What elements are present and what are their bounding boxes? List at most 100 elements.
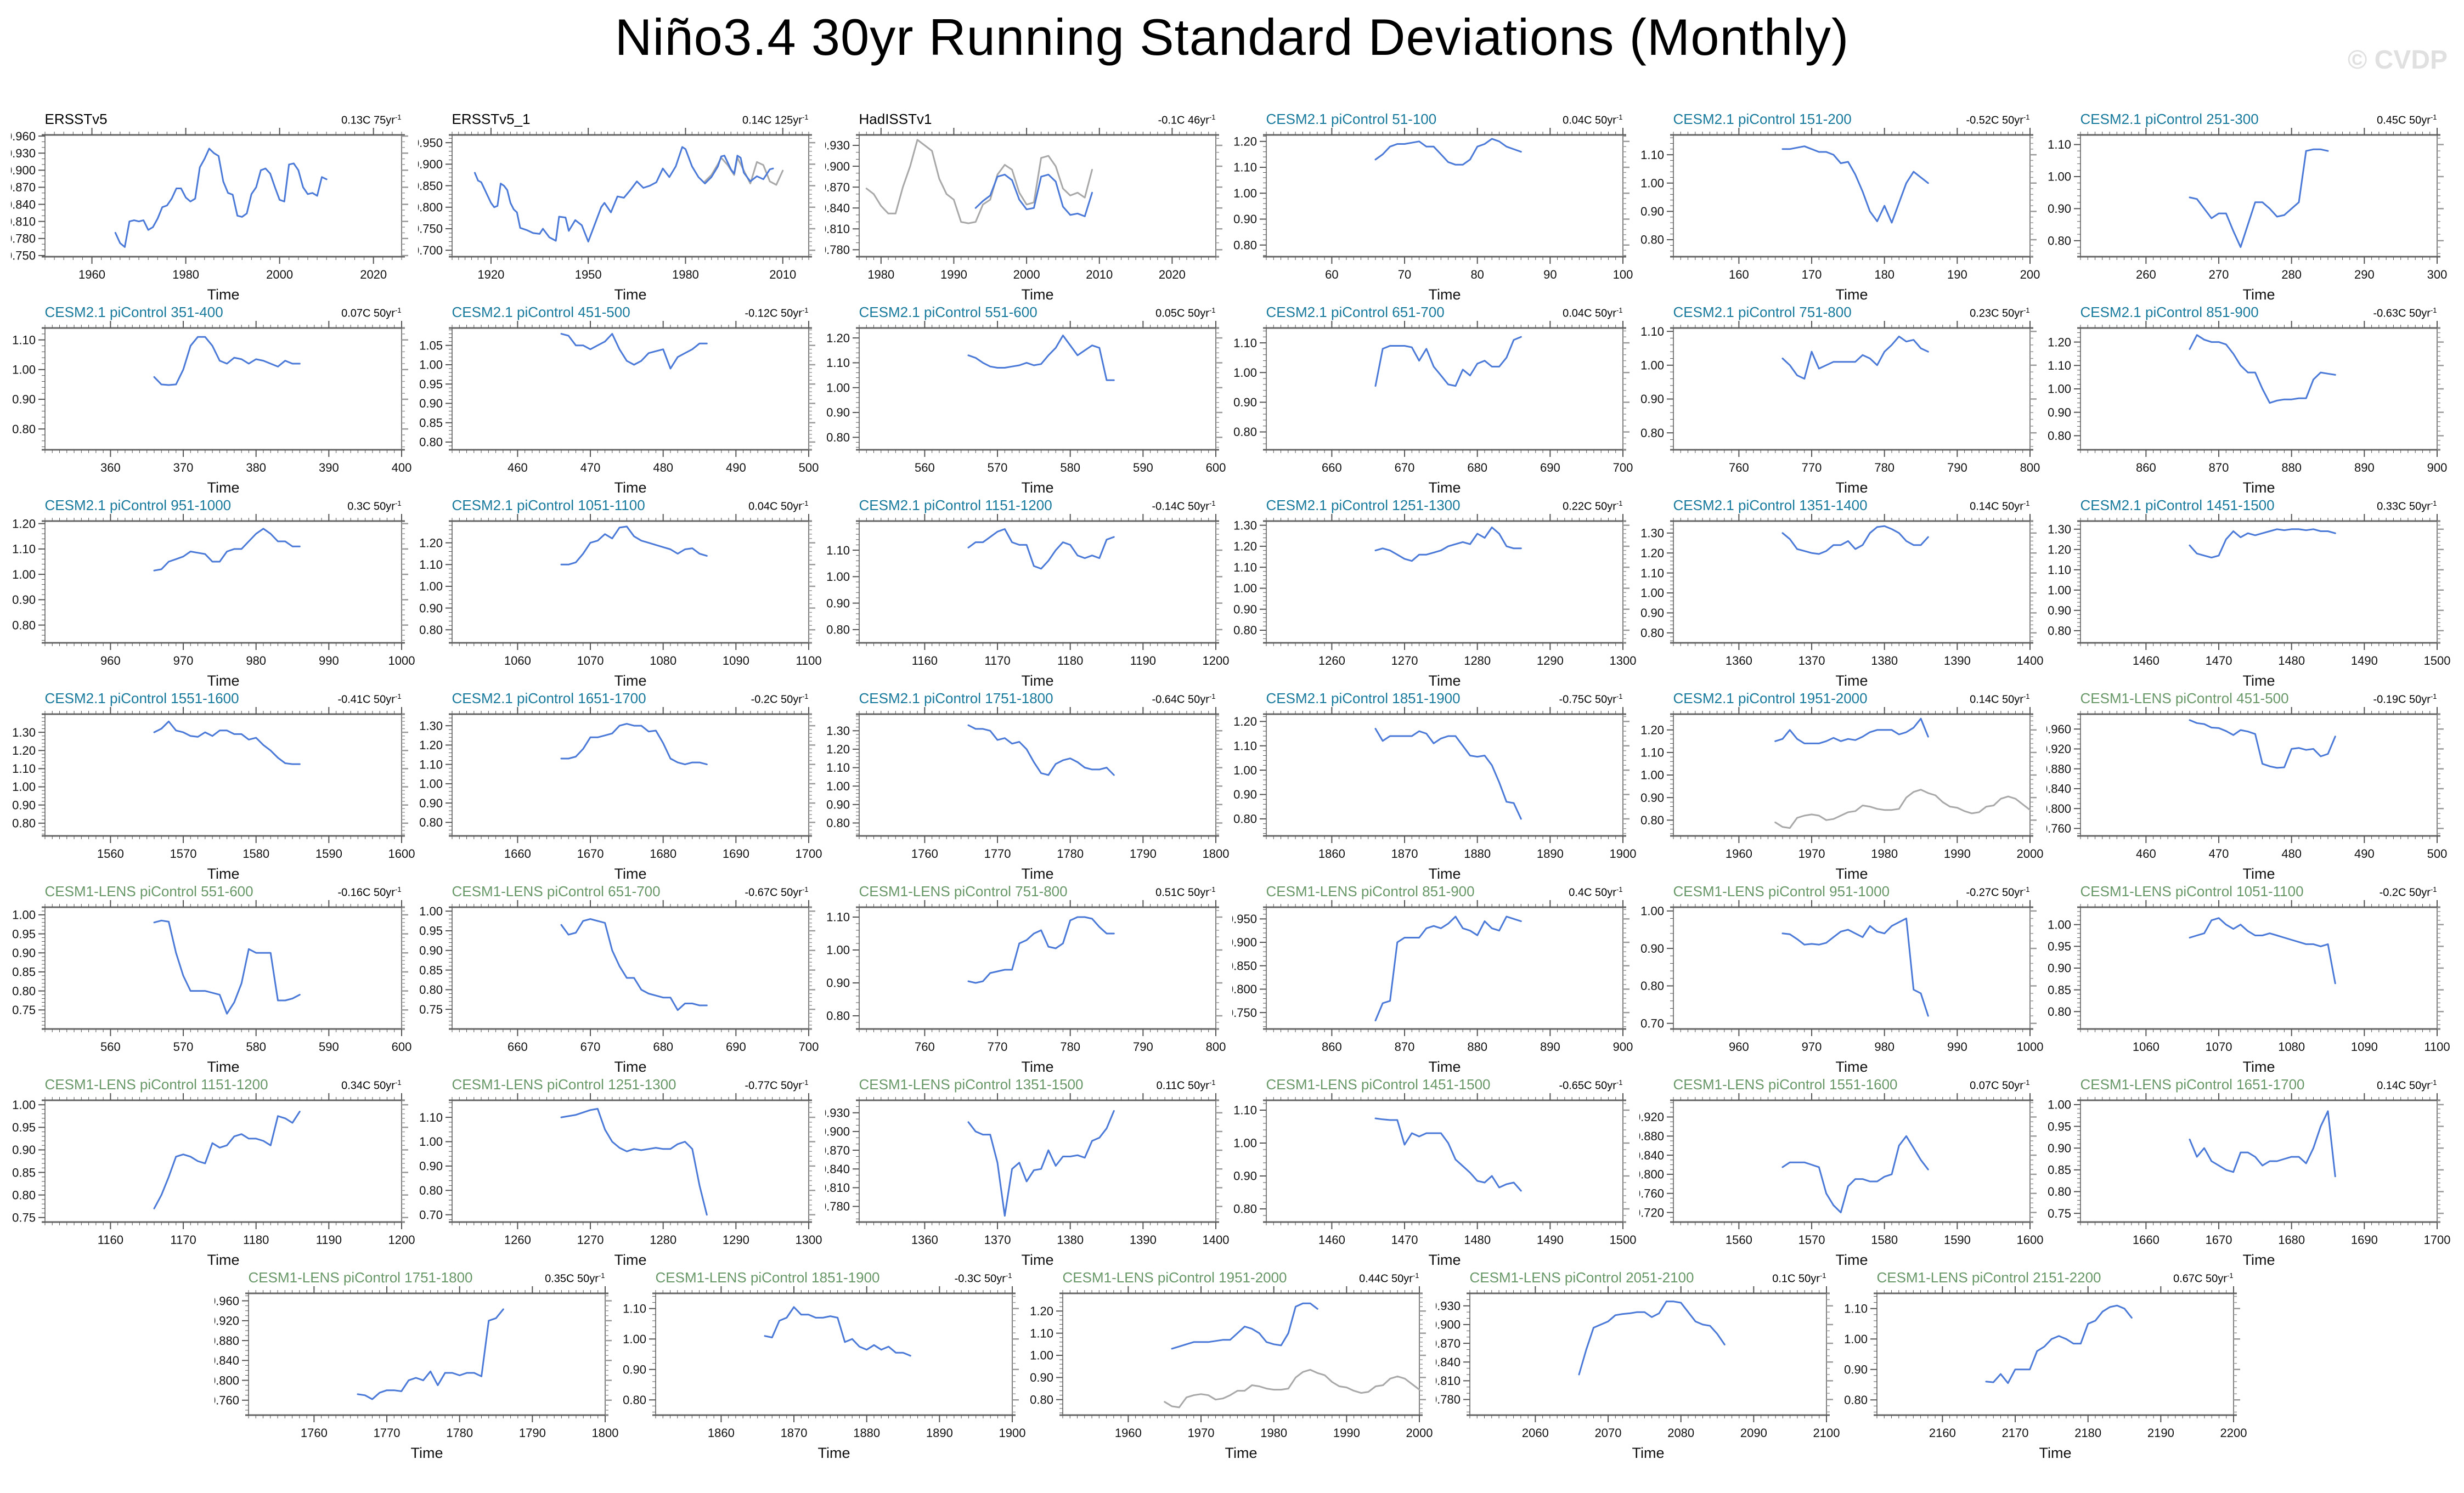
y-tick-label: 0.80 — [12, 817, 36, 830]
y-tick-label: 0.80 — [1233, 812, 1257, 826]
x-tick-label: 860 — [1322, 1040, 1342, 1054]
y-tick-label: 1.00 — [1640, 768, 1664, 782]
x-tick-label: 770 — [1801, 461, 1822, 474]
y-tick-label: 0.75 — [12, 1211, 36, 1224]
y-tick-label: 0.80 — [826, 1009, 850, 1023]
chart-head: CESM2.1 piControl 1451-1500 0.33C 50yr-1 — [2046, 494, 2454, 513]
data-line — [1578, 1300, 1726, 1376]
x-axis-label: Time — [1632, 1445, 1664, 1459]
chart-title: CESM1-LENS piControl 751-800 — [859, 883, 1068, 900]
x-tick-label: 860 — [2136, 461, 2156, 474]
chart-plot: 1560 1570 1580 1590 1600 0.80 0.90 1.00 1.10 1.20… — [12, 707, 415, 880]
y-tick-label: 1.10 — [826, 910, 850, 924]
x-axis-label: Time — [1835, 479, 1868, 494]
chart-title: CESM1-LENS piControl 1651-1700 — [2080, 1076, 2305, 1093]
x-tick-label: 1980 — [672, 268, 698, 281]
y-tick-label: 0.810 — [825, 222, 850, 236]
chart-head: CESM1-LENS piControl 451-500 -0.19C 50yr-… — [2046, 687, 2454, 706]
chart-panel-35: CESM1-LENS piControl 1551-1600 0.07C 50yr… — [1639, 1073, 2046, 1266]
x-tick-label: 980 — [246, 654, 266, 668]
x-tick-label: 1870 — [780, 1426, 807, 1440]
x-tick-label: 2180 — [2074, 1426, 2101, 1440]
chart-panel-10: CESM2.1 piControl 651-700 0.04C 50yr-1 660… — [1232, 301, 1639, 494]
chart-plot: 1060 1070 1080 1090 1100 0.80 0.90 1.00 1.10 1.20… — [419, 514, 821, 687]
data-line — [114, 148, 328, 248]
x-tick-label: 700 — [1612, 461, 1633, 474]
y-tick-label: 1.00 — [1030, 1349, 1053, 1362]
y-tick-label: 1.00 — [623, 1332, 646, 1346]
chart-head: CESM2.1 piControl 1051-1100 0.04C 50yr-1 — [418, 494, 825, 513]
x-tick-label: 300 — [2427, 268, 2447, 281]
y-tick-label: 0.80 — [1233, 238, 1257, 252]
x-tick-label: 880 — [2281, 461, 2302, 474]
y-tick-label: 1.00 — [12, 363, 36, 377]
chart-title: CESM2.1 piControl 1751-1800 — [859, 690, 1053, 706]
x-tick-label: 1180 — [1057, 654, 1083, 668]
x-axis-label: Time — [1428, 866, 1461, 880]
y-tick-label: 0.900 — [1232, 936, 1257, 949]
x-tick-label: 1590 — [315, 847, 342, 861]
chart-title: CESM1-LENS piControl 1151-1200 — [44, 1076, 268, 1093]
chart-title: CESM1-LENS piControl 1551-1600 — [1673, 1076, 1898, 1093]
y-tick-label: 0.90 — [1233, 212, 1257, 226]
chart-panel-17: CESM2.1 piControl 1351-1400 0.14C 50yr-1 1… — [1639, 494, 2046, 687]
x-tick-label: 560 — [100, 1040, 121, 1054]
data-line — [153, 528, 301, 572]
chart-trend-value: 0.45C 50yr-1 — [2377, 113, 2437, 127]
y-tick-label: 1.10 — [1233, 161, 1257, 174]
x-tick-label: 1460 — [2132, 654, 2159, 668]
x-tick-label: 1670 — [577, 847, 604, 861]
x-tick-label: 1660 — [2132, 1233, 2159, 1247]
x-tick-label: 600 — [1205, 461, 1226, 474]
x-axis-label: Time — [2242, 1059, 2275, 1073]
x-tick-label: 1890 — [1536, 847, 1563, 861]
y-tick-label: 1.10 — [1233, 336, 1257, 350]
y-tick-label: 0.90 — [12, 946, 36, 960]
data-line — [967, 335, 1115, 381]
x-tick-label: 2010 — [769, 268, 796, 281]
y-tick-label: 0.80 — [1844, 1393, 1868, 1407]
x-tick-label: 2190 — [2147, 1426, 2174, 1440]
chart-plot: 1660 1670 1680 1690 1700 0.80 0.90 1.00 1.10 1.20… — [419, 707, 822, 880]
x-axis-label: Time — [1428, 1252, 1461, 1266]
y-tick-label: 1.00 — [419, 580, 443, 593]
x-tick-label: 1900 — [999, 1426, 1025, 1440]
y-tick-label: 0.930 — [11, 146, 36, 160]
y-tick-label: 1.00 — [1233, 366, 1257, 380]
x-tick-label: 590 — [318, 1040, 339, 1054]
x-tick-label: 1980 — [867, 268, 894, 281]
y-tick-label: 1.20 — [2048, 543, 2071, 557]
x-tick-label: 990 — [1947, 1040, 1967, 1054]
data-line — [153, 919, 301, 1015]
chart-head: CESM1-LENS piControl 1951-2000 0.44C 50yr… — [1029, 1266, 1436, 1286]
chart-trend-value: 0.07C 50yr-1 — [341, 306, 402, 320]
x-tick-label: 780 — [1060, 1040, 1080, 1054]
x-tick-label: 800 — [2020, 461, 2040, 474]
x-tick-label: 1890 — [926, 1426, 952, 1440]
y-tick-label: 0.930 — [1436, 1299, 1461, 1313]
x-tick-label: 1380 — [1871, 654, 1898, 668]
x-tick-label: 1870 — [1391, 847, 1418, 861]
chart-panel-30: CESM1-LENS piControl 1051-1100 -0.2C 50yr… — [2046, 880, 2454, 1073]
x-tick-label: 2170 — [2001, 1426, 2028, 1440]
data-line — [1781, 525, 1929, 555]
data-line — [1781, 335, 1929, 380]
chart-plot: 560 570 580 590 600 0.80 0.90 1.00 1.10 1.20 Time — [826, 321, 1226, 494]
y-tick-label: 0.80 — [1640, 979, 1664, 993]
x-tick-label: 2160 — [1929, 1426, 1955, 1440]
x-tick-label: 1600 — [2016, 1233, 2043, 1247]
y-tick-label: 0.90 — [12, 1143, 36, 1157]
chart-title: CESM2.1 piControl 1451-1500 — [2080, 497, 2275, 513]
y-tick-label: 1.10 — [1640, 325, 1664, 338]
x-tick-label: 1680 — [650, 847, 676, 861]
reference-line — [865, 139, 1093, 224]
y-tick-label: 0.760 — [215, 1394, 239, 1407]
chart-head: HadISSTv1 -0.1C 46yr-1 — [825, 108, 1232, 127]
x-tick-label: 1700 — [2423, 1233, 2450, 1247]
x-tick-label: 1100 — [2424, 1040, 2450, 1054]
y-tick-label: 1.10 — [826, 356, 850, 370]
chart-panel-25: CESM1-LENS piControl 551-600 -0.16C 50yr-… — [11, 880, 418, 1073]
chart-trend-value: 0.11C 50yr-1 — [1156, 1078, 1216, 1092]
x-axis-label: Time — [1835, 1059, 1868, 1073]
data-line — [153, 336, 301, 386]
